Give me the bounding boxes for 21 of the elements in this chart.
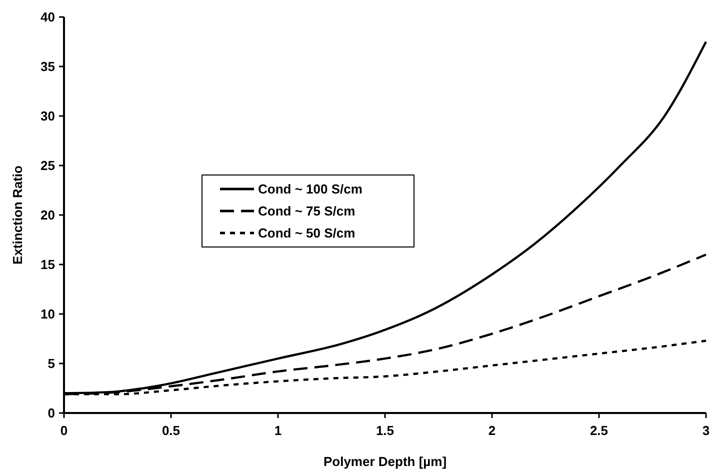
- y-axis-title: Extinction Ratio: [10, 165, 25, 264]
- y-tick-label: 20: [40, 208, 55, 223]
- x-tick-label: 2.5: [590, 423, 608, 438]
- legend-label: Cond ~ 75 S/cm: [258, 204, 356, 219]
- x-tick-label: 0.5: [162, 423, 180, 438]
- y-tick-label: 15: [40, 257, 55, 272]
- legend-label: Cond ~ 50 S/cm: [258, 226, 356, 241]
- x-tick-label: 1.5: [376, 423, 394, 438]
- x-tick-label: 3: [702, 423, 710, 438]
- y-tick-label: 10: [40, 306, 55, 322]
- y-tick-label: 0: [48, 406, 55, 421]
- x-tick-label: 0: [60, 423, 68, 438]
- y-tick-label: 25: [40, 158, 55, 174]
- y-tick-label: 35: [40, 59, 55, 74]
- x-tick-label: 2: [488, 423, 496, 438]
- legend-label: Cond ~ 100 S/cm: [258, 182, 362, 197]
- y-tick-label: 5: [48, 356, 55, 372]
- y-tick-label: 30: [40, 108, 55, 124]
- x-tick-label: 1: [274, 423, 282, 438]
- x-axis-title: Polymer Depth [µm]: [323, 454, 447, 469]
- y-tick-label: 40: [40, 10, 55, 25]
